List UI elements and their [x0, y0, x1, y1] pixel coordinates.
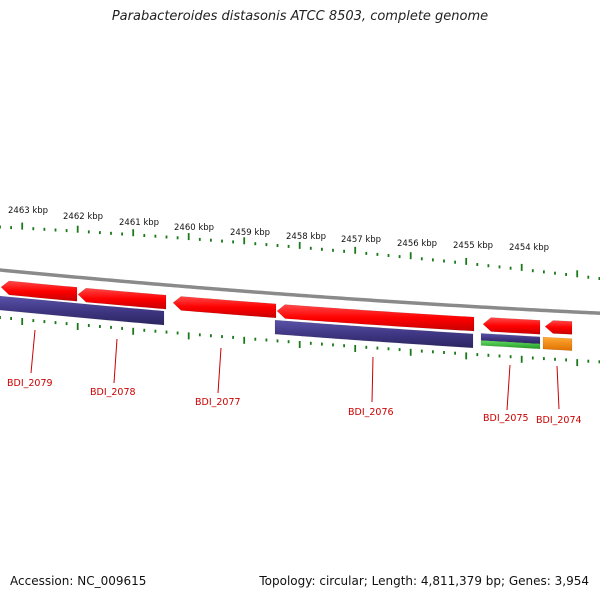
gene-label: BDI_2074: [536, 415, 582, 426]
gene-leader-line: [217, 347, 222, 394]
scale-label: 2461 kbp: [119, 218, 159, 228]
gene-leader-line: [506, 364, 511, 411]
gene-features: [0, 280, 573, 351]
gene-label: BDI_2078: [90, 387, 136, 398]
gene-label: BDI_2075: [483, 413, 529, 424]
forward-cds-bdi-2075: [482, 317, 541, 335]
forward-cds-bdi-2077: [172, 296, 277, 319]
orange-feature-bdi-2074: [542, 336, 573, 351]
gene-leader-line: [30, 329, 36, 374]
outer-scale-ticks: [0, 222, 600, 280]
gene-label: BDI_2076: [348, 407, 394, 418]
accession-label: Accession: NC_009615: [10, 574, 147, 588]
gene-label: BDI_2077: [195, 397, 241, 408]
gene-labels: BDI_2079 BDI_2078 BDI_2077 BDI_2076 BDI_2075…: [7, 329, 582, 426]
reverse-band-bdi-2079-2078: [0, 295, 165, 326]
forward-cds-bdi-2074: [544, 320, 573, 335]
forward-cds-bdi-2079: [0, 280, 78, 302]
gene-leader-line: [371, 356, 374, 403]
genome-backbone: [0, 268, 600, 315]
inner-scale-ticks: [0, 316, 600, 367]
forward-cds-bdi-2076: [276, 304, 475, 332]
scale-label: 2460 kbp: [174, 223, 214, 233]
scale-label: 2455 kbp: [453, 241, 493, 251]
gene-leader-line: [113, 338, 118, 384]
green-feature-bdi-2075: [480, 340, 541, 350]
gene-leader-line: [556, 365, 560, 410]
scale-label: 2454 kbp: [509, 243, 549, 253]
scale-label: 2458 kbp: [286, 232, 326, 242]
reverse-band-bdi-2076: [274, 319, 474, 349]
scale-labels: 2463 kbp 2462 kbp 2461 kbp 2460 kbp 2459 kbp…: [8, 206, 549, 253]
map-title: Parabacteroides distasonis ATCC 8503, co…: [111, 9, 489, 24]
scale-label: 2457 kbp: [341, 235, 381, 245]
scale-label: 2462 kbp: [63, 212, 103, 222]
forward-cds-bdi-2078: [77, 287, 167, 310]
scale-label: 2456 kbp: [397, 239, 437, 249]
genome-summary: Topology: circular; Length: 4,811,379 bp…: [259, 574, 589, 588]
scale-label: 2459 kbp: [230, 228, 270, 238]
gene-label: BDI_2079: [7, 378, 53, 389]
scale-label: 2463 kbp: [8, 206, 48, 216]
